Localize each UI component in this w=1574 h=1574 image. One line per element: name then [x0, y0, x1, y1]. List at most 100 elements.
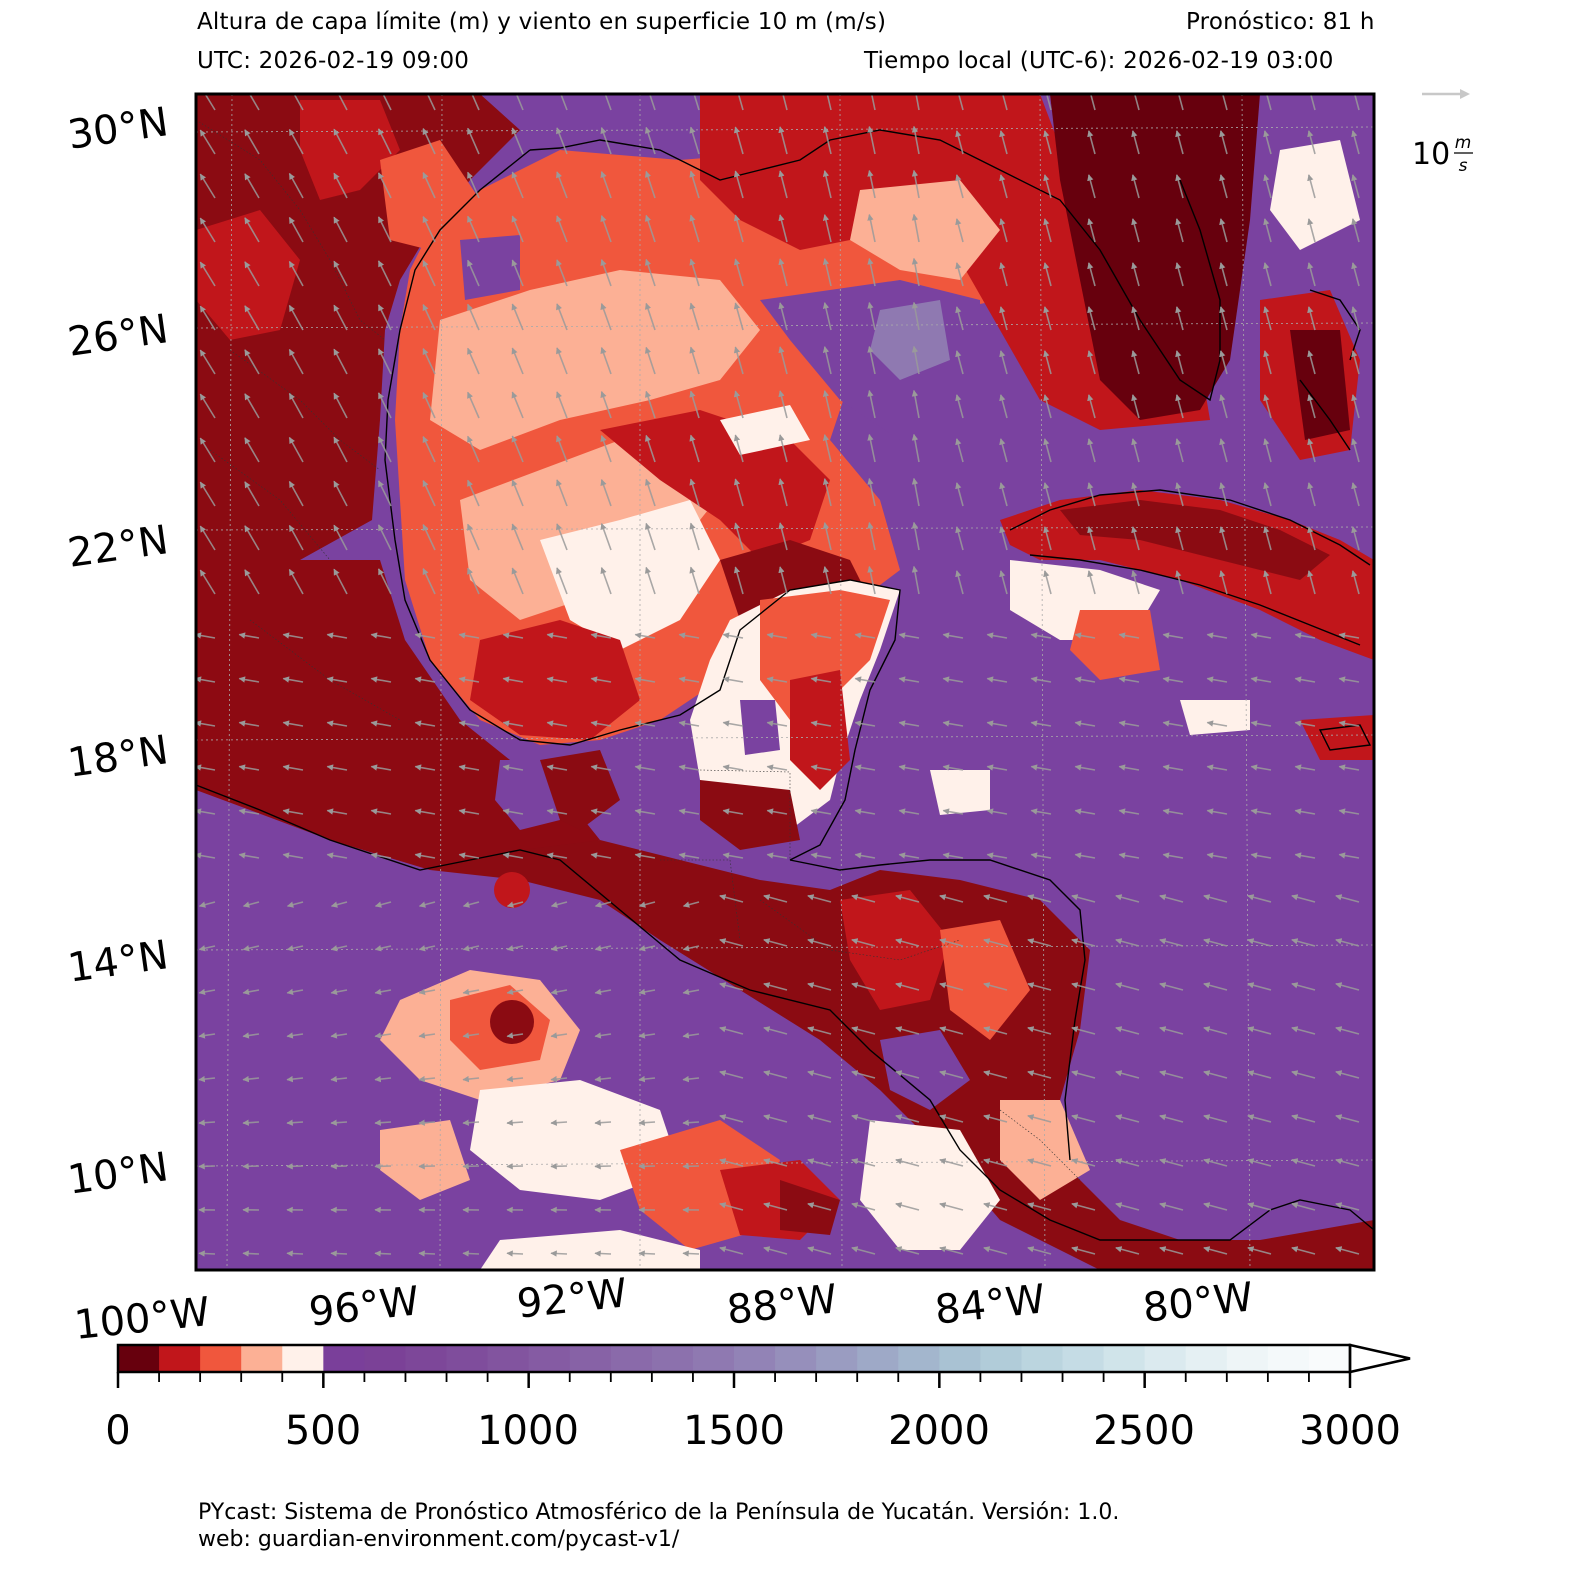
wind-arrow	[199, 305, 216, 331]
colorbar-segment	[241, 1345, 283, 1372]
wind-arrow	[1206, 676, 1228, 683]
colorbar-segment	[816, 1345, 858, 1372]
wind-arrow	[1027, 1026, 1052, 1035]
wind-arrow	[851, 1246, 876, 1255]
wind-arrow	[1335, 894, 1360, 903]
wind-arrow	[1115, 1114, 1140, 1123]
wind-arrow	[1115, 1026, 1140, 1035]
wind-arrow	[1027, 982, 1052, 991]
wind-arrow	[1294, 852, 1316, 859]
wind-arrow	[895, 1246, 920, 1255]
colorbar-segment	[323, 1345, 365, 1372]
colorbar-extension	[1348, 1343, 1411, 1374]
wind-arrow	[377, 480, 392, 507]
wind-arrow	[1219, 174, 1228, 199]
wind-arrow	[999, 394, 1008, 419]
wind-arrow	[1043, 438, 1052, 463]
wind-arrow	[634, 720, 656, 727]
wind-arrow	[1071, 938, 1096, 947]
wind-arrow	[1071, 1246, 1096, 1255]
wind-arrow	[722, 808, 744, 815]
wind-arrow	[1263, 482, 1272, 507]
wind-arrow	[1206, 720, 1228, 727]
wind-arrow	[506, 1250, 524, 1257]
wind-arrow	[196, 720, 216, 727]
wind-arrow	[955, 570, 964, 595]
wind-arrow	[867, 257, 876, 287]
wind-arrow	[719, 1246, 744, 1255]
wind-arrow	[870, 94, 876, 111]
wind-arrow	[1250, 808, 1272, 815]
coastlines	[196, 129, 1374, 1241]
wind-arrow	[733, 346, 744, 375]
wind-arrow	[733, 126, 744, 155]
wind-arrow	[382, 94, 392, 111]
wind-arrow	[1247, 1114, 1272, 1123]
wind-arrow	[550, 901, 568, 908]
wind-arrow	[999, 218, 1008, 243]
wind-arrow	[854, 852, 876, 859]
wind-arrow	[678, 720, 700, 727]
wind-arrow	[198, 1119, 216, 1126]
wind-arrow	[807, 894, 832, 903]
wind-arrow	[1250, 676, 1272, 683]
wind-arrow	[1307, 394, 1316, 419]
wind-arrow	[1115, 1246, 1140, 1255]
wind-arrow	[689, 258, 700, 287]
colorbar-segment	[200, 1345, 242, 1372]
wind-arrow	[333, 260, 348, 287]
wind-arrow	[955, 438, 964, 463]
wind-arrow	[1247, 938, 1272, 947]
wind-arrow	[1219, 394, 1228, 419]
wind-arrow	[733, 214, 744, 243]
colorbar-segment	[692, 1345, 735, 1372]
wind-arrow	[1338, 632, 1360, 639]
wind-arrow	[1043, 130, 1052, 155]
wind-arrow	[374, 945, 392, 952]
wind-arrow	[288, 128, 304, 155]
wind-arrow	[634, 632, 656, 639]
wind-arrow	[590, 720, 612, 727]
wind-arrow	[1027, 1114, 1052, 1123]
wind-arrow	[511, 567, 524, 595]
wind-arrow	[915, 94, 920, 111]
lat-label: 18°N	[65, 727, 171, 787]
wind-arrow	[594, 1250, 612, 1257]
wind-arrow	[1087, 218, 1096, 243]
wind-arrow	[722, 632, 744, 639]
wind-arrow	[939, 1202, 964, 1211]
colorbar-segment	[1308, 1345, 1351, 1372]
wind-arrow	[942, 808, 964, 815]
wind-arrow	[418, 1032, 436, 1039]
wind-arrow	[1247, 1026, 1272, 1035]
wind-arrow	[1027, 1246, 1052, 1255]
wind-arrow	[822, 302, 832, 331]
colorbar-tick-label: 3000	[1299, 1408, 1401, 1454]
wind-arrow	[1043, 174, 1052, 199]
wind-arrow	[1087, 526, 1096, 551]
graticule	[196, 94, 1374, 1270]
wind-arrow	[851, 1158, 876, 1167]
wind-arrow	[1351, 526, 1360, 551]
wind-arrow	[594, 901, 612, 908]
wind-arrow	[1203, 894, 1228, 903]
wind-arrow	[1263, 350, 1272, 375]
wind-arrow	[810, 720, 832, 727]
wind-arrow	[198, 988, 216, 996]
wind-arrow	[333, 524, 348, 551]
wind-arrow	[1030, 764, 1052, 771]
wind-arrow	[550, 988, 568, 996]
wind-arrow	[822, 478, 832, 507]
wind-arrow	[556, 171, 568, 199]
wind-arrow	[556, 523, 568, 551]
wind-arrow	[942, 852, 964, 859]
wind-arrow	[422, 480, 436, 507]
wind-arrow	[1175, 350, 1184, 375]
wind-arrow	[414, 720, 436, 727]
wind-arrow	[467, 171, 480, 199]
wind-arrow	[648, 94, 656, 111]
wind-arrow	[778, 346, 788, 375]
wind-arrow	[644, 478, 656, 507]
wind-arrow	[377, 348, 392, 375]
wind-arrow	[600, 391, 612, 419]
